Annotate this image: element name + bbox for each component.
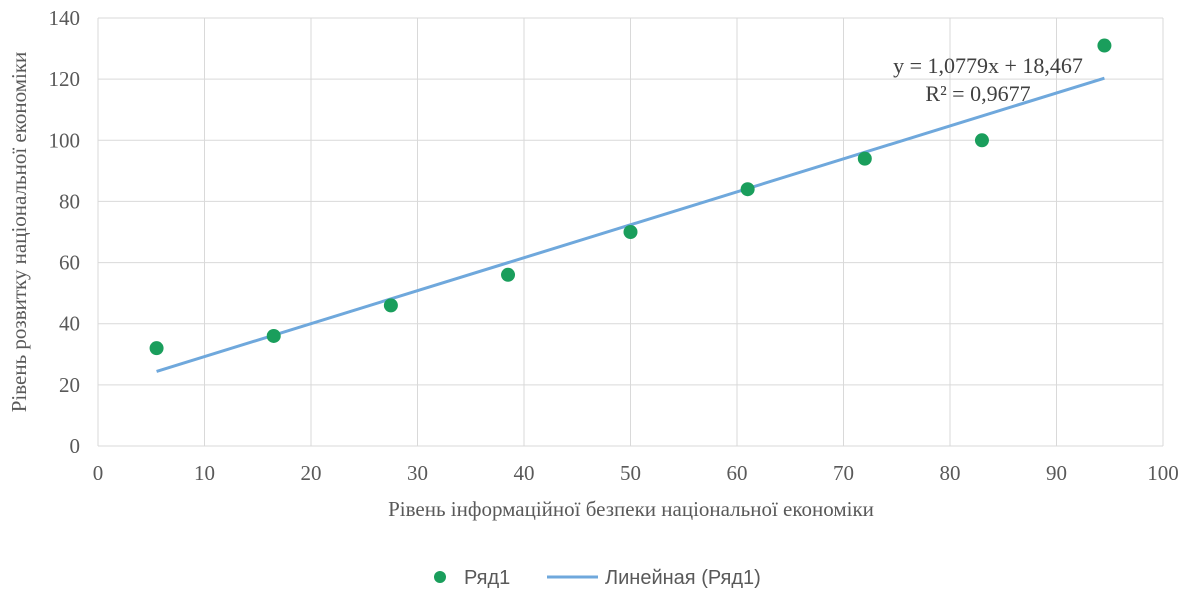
x-axis-title: Рівень інформаційної безпеки національно… (388, 497, 874, 521)
data-point (740, 182, 755, 197)
y-tick-label: 80 (59, 189, 80, 213)
legend: Ряд1 Линейная (Ряд1) (434, 567, 761, 589)
data-point (857, 151, 872, 166)
y-tick-label: 120 (49, 67, 81, 91)
y-tick-label: 100 (49, 128, 81, 152)
data-point (623, 225, 638, 239)
x-tick-label: 50 (620, 461, 641, 485)
data-point (149, 341, 164, 356)
x-tick-label: 0 (93, 461, 104, 485)
y-tick-label: 0 (70, 434, 81, 458)
y-tick-label: 140 (49, 6, 81, 30)
x-tick-labels: 0 10 20 30 40 50 60 70 80 90 100 (93, 461, 1179, 485)
legend-marker-series1 (434, 571, 446, 583)
data-point (974, 133, 989, 148)
data-point (1097, 38, 1112, 53)
x-tick-label: 30 (407, 461, 428, 485)
x-tick-label: 40 (514, 461, 535, 485)
trendline (156, 76, 1105, 373)
data-point (383, 298, 398, 313)
y-tick-label: 40 (59, 312, 80, 336)
x-tick-label: 10 (194, 461, 215, 485)
x-tick-label: 20 (301, 461, 322, 485)
trendline-group (156, 76, 1105, 373)
y-tick-label: 60 (59, 251, 80, 275)
trendline-equation: y = 1,0779x + 18,467 (893, 53, 1083, 78)
legend-label-trendline: Линейная (Ряд1) (605, 567, 761, 589)
data-point (501, 267, 516, 282)
x-tick-label: 60 (727, 461, 748, 485)
x-tick-label: 70 (833, 461, 854, 485)
legend-label-series1: Ряд1 (464, 567, 510, 589)
y-axis-title: Рівень розвитку національної економіки (7, 52, 31, 413)
data-point (266, 328, 281, 343)
x-tick-label: 90 (1046, 461, 1067, 485)
data-points (149, 38, 1112, 356)
y-tick-labels: 0 20 40 60 80 100 120 140 (49, 6, 81, 458)
x-tick-label: 100 (1147, 461, 1179, 485)
trendline-r-squared: R² = 0,9677 (925, 81, 1030, 106)
x-tick-label: 80 (940, 461, 961, 485)
grid (97, 17, 1164, 447)
y-tick-label: 20 (59, 373, 80, 397)
